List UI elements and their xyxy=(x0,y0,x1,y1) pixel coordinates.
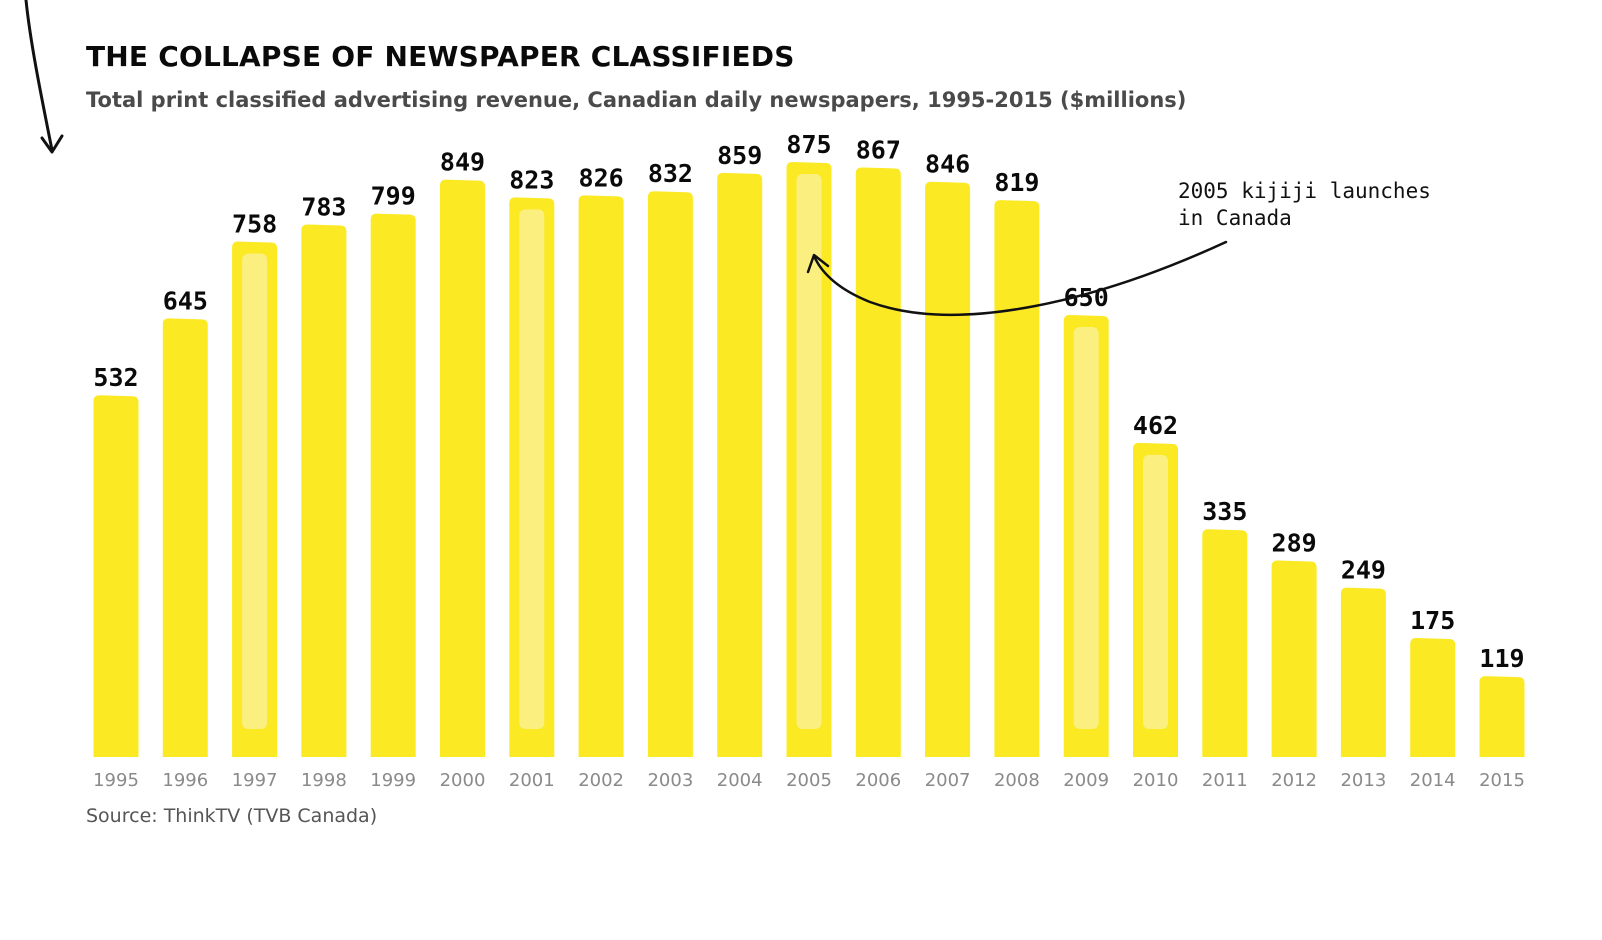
value-label-1995: 532 xyxy=(93,363,138,392)
value-label-1996: 645 xyxy=(163,286,208,315)
bar-1995 xyxy=(93,395,139,757)
decorative-arrow-icon xyxy=(24,0,64,154)
x-tick-label-2007: 2007 xyxy=(925,770,971,791)
chart-title: THE COLLAPSE OF NEWSPAPER CLASSIFIEDS xyxy=(86,40,795,73)
bar-2012 xyxy=(1271,560,1317,757)
bar-2000 xyxy=(440,179,485,757)
bar-2015 xyxy=(1479,676,1525,757)
bar-highlight-1997 xyxy=(242,253,268,729)
value-label-2001: 823 xyxy=(509,165,554,194)
bar-highlight-2009 xyxy=(1073,327,1099,729)
value-label-2007: 846 xyxy=(925,150,970,179)
x-tick-label-2005: 2005 xyxy=(786,770,832,791)
x-tick-label-1996: 1996 xyxy=(162,770,208,791)
bar-highlight-2010 xyxy=(1143,454,1168,729)
kijiji-annotation: 2005 kijiji launches in Canada xyxy=(1178,178,1431,232)
bar-1999 xyxy=(370,213,416,757)
value-label-2002: 826 xyxy=(579,163,624,192)
x-tick-label-1995: 1995 xyxy=(93,770,139,791)
x-tick-label-2000: 2000 xyxy=(440,770,486,791)
x-tick-label-2011: 2011 xyxy=(1202,770,1248,791)
x-tick-label-2012: 2012 xyxy=(1271,770,1317,791)
x-tick-label-2013: 2013 xyxy=(1340,770,1386,791)
value-label-2014: 175 xyxy=(1410,606,1455,635)
bar-2003 xyxy=(647,191,693,758)
source-note: Source: ThinkTV (TVB Canada) xyxy=(86,805,378,827)
x-tick-label-2002: 2002 xyxy=(578,770,624,791)
x-tick-label-2014: 2014 xyxy=(1410,770,1456,791)
value-labels-layer: 532 645 758 783 799 849 823 826 832 859 875 867 846 8… xyxy=(93,130,1524,673)
bar-2004 xyxy=(717,172,763,757)
chart-subtitle: Total print classified advertising reven… xyxy=(86,88,1187,112)
bar-highlight-2001 xyxy=(519,209,545,730)
value-label-1997: 758 xyxy=(232,210,277,239)
bar-2014 xyxy=(1410,638,1456,757)
bar-2002 xyxy=(578,195,624,757)
value-label-2015: 119 xyxy=(1479,644,1524,673)
x-tick-label-1997: 1997 xyxy=(232,770,278,791)
value-label-2006: 867 xyxy=(856,135,901,164)
x-tick-label-2006: 2006 xyxy=(855,770,901,791)
value-label-2000: 849 xyxy=(440,148,485,177)
x-tick-label-2003: 2003 xyxy=(647,770,693,791)
value-label-2004: 859 xyxy=(717,141,762,170)
x-tick-label-2001: 2001 xyxy=(509,770,555,791)
value-label-2013: 249 xyxy=(1341,556,1386,585)
bar-2007 xyxy=(925,181,971,758)
x-axis-tick-labels: 1995 1996 1997 1998 1999 2000 2001 2002 2003 2004… xyxy=(93,770,1525,791)
value-label-2012: 289 xyxy=(1272,528,1317,557)
x-tick-label-1998: 1998 xyxy=(301,770,347,791)
x-tick-label-2015: 2015 xyxy=(1479,770,1525,791)
x-tick-label-2008: 2008 xyxy=(994,770,1040,791)
bar-2011 xyxy=(1202,529,1248,757)
annotation-line-1: 2005 kijiji launches xyxy=(1178,179,1431,203)
value-label-2011: 335 xyxy=(1202,497,1247,526)
bar-1998 xyxy=(301,224,347,757)
bar-2006 xyxy=(855,167,901,757)
value-label-2003: 832 xyxy=(648,159,693,188)
x-tick-label-2009: 2009 xyxy=(1063,770,1109,791)
bar-1996 xyxy=(162,318,208,757)
x-tick-label-2010: 2010 xyxy=(1133,770,1179,791)
x-tick-label-2004: 2004 xyxy=(717,770,763,791)
value-label-2008: 819 xyxy=(994,168,1039,197)
annotation-arrow-icon xyxy=(806,240,1228,316)
annotation-line-2: in Canada xyxy=(1178,206,1292,230)
value-label-1999: 799 xyxy=(371,182,416,211)
bar-highlight-2005 xyxy=(796,174,822,729)
value-label-2005: 875 xyxy=(786,130,831,159)
x-tick-label-1999: 1999 xyxy=(370,770,416,791)
bar-2013 xyxy=(1340,587,1386,757)
value-label-2010: 462 xyxy=(1133,411,1178,440)
bar-2008 xyxy=(994,200,1040,757)
value-label-1998: 783 xyxy=(301,193,346,222)
bars-layer xyxy=(93,162,1525,758)
